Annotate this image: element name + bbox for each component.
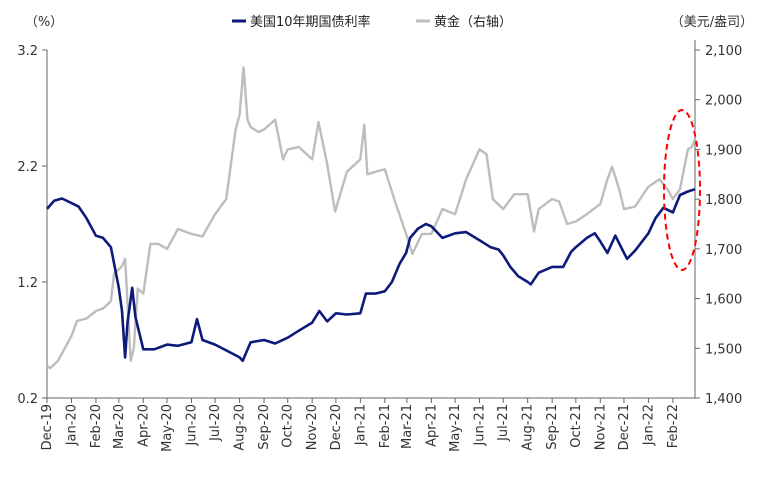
right-axis-tick-label: 1,500	[705, 342, 742, 357]
x-axis-tick-label: Jul-20	[208, 404, 223, 442]
right-axis-tick-label: 1,400	[705, 392, 742, 407]
right-axis-tick-label: 1,900	[705, 143, 742, 158]
left-axis-tick-label: 2.2	[17, 160, 38, 175]
x-axis-tick-label: Jan-21	[353, 404, 368, 446]
x-axis-tick-label: Sep-20	[257, 404, 272, 450]
x-axis-tick-label: Apr-21	[424, 404, 439, 447]
x-axis-tick-label: Jun-21	[473, 404, 488, 447]
x-axis-tick-label: Oct-21	[569, 404, 584, 448]
x-axis-tick-label: Jan-20	[64, 404, 79, 446]
x-axis-tick-label: Aug-20	[233, 404, 248, 451]
x-axis-tick-label: Mar-20	[112, 404, 127, 449]
right-axis-tick-label: 1,800	[705, 193, 742, 208]
x-axis-tick-label: Aug-21	[521, 404, 536, 451]
left-axis-ticks: 0.2 1.2 2.2 3.2	[17, 44, 47, 407]
x-axis-tick-label: May-21	[448, 404, 463, 452]
x-axis-tick-label: Apr-20	[136, 404, 151, 447]
x-axis-tick-label: Feb-20	[89, 404, 104, 448]
highlight-ellipse	[663, 109, 701, 271]
left-axis-unit: （%）	[25, 15, 63, 30]
x-axis-tick-label: Nov-20	[305, 404, 320, 450]
left-axis-tick-label: 1.2	[17, 276, 38, 291]
right-axis-tick-label: 2,100	[705, 44, 742, 59]
x-axis-tick-label: Feb-21	[378, 404, 393, 448]
legend: 美国10年期国债利率 黄金（右轴）	[232, 14, 512, 30]
x-axis-tick-label: Sep-21	[545, 404, 560, 450]
legend-gold-label: 黄金（右轴）	[434, 14, 512, 30]
x-axis-tick-label: Nov-21	[593, 404, 608, 450]
x-axis-ticks: Dec-19 Jan-20 Feb-20 Mar-20 Apr-20 May-20 Jun-…	[40, 398, 681, 452]
x-axis-tick-label: Oct-20	[281, 404, 296, 448]
x-axis-tick-label: Dec-19	[40, 404, 55, 450]
x-axis-tick-label: Jan-22	[641, 404, 656, 446]
right-axis-tick-label: 1,600	[705, 293, 742, 308]
right-axis-ticks: 1,400 1,500 1,600 1,700 1,800 1,900 2,000 2,100	[695, 44, 742, 407]
x-axis-tick-label: Jul-21	[496, 404, 511, 442]
legend-treasury-label: 美国10年期国债利率	[250, 14, 371, 30]
x-axis-tick-label: Mar-21	[400, 404, 415, 449]
x-axis-tick-label: Dec-20	[329, 404, 344, 450]
left-axis-tick-label: 0.2	[17, 392, 38, 407]
right-axis-tick-label: 2,000	[705, 94, 742, 109]
x-axis-tick-label: Feb-22	[666, 404, 681, 448]
series-gold-line	[46, 66, 697, 370]
x-axis-tick-label: Dec-21	[617, 404, 632, 450]
left-axis-tick-label: 3.2	[17, 44, 38, 59]
series-treasury-line	[46, 187, 696, 363]
right-axis-unit: （美元/盎司）	[671, 15, 753, 30]
x-axis-tick-label: Jun-20	[184, 404, 199, 447]
x-axis-tick-label: May-20	[160, 404, 175, 452]
right-axis-tick-label: 1,700	[705, 243, 742, 258]
